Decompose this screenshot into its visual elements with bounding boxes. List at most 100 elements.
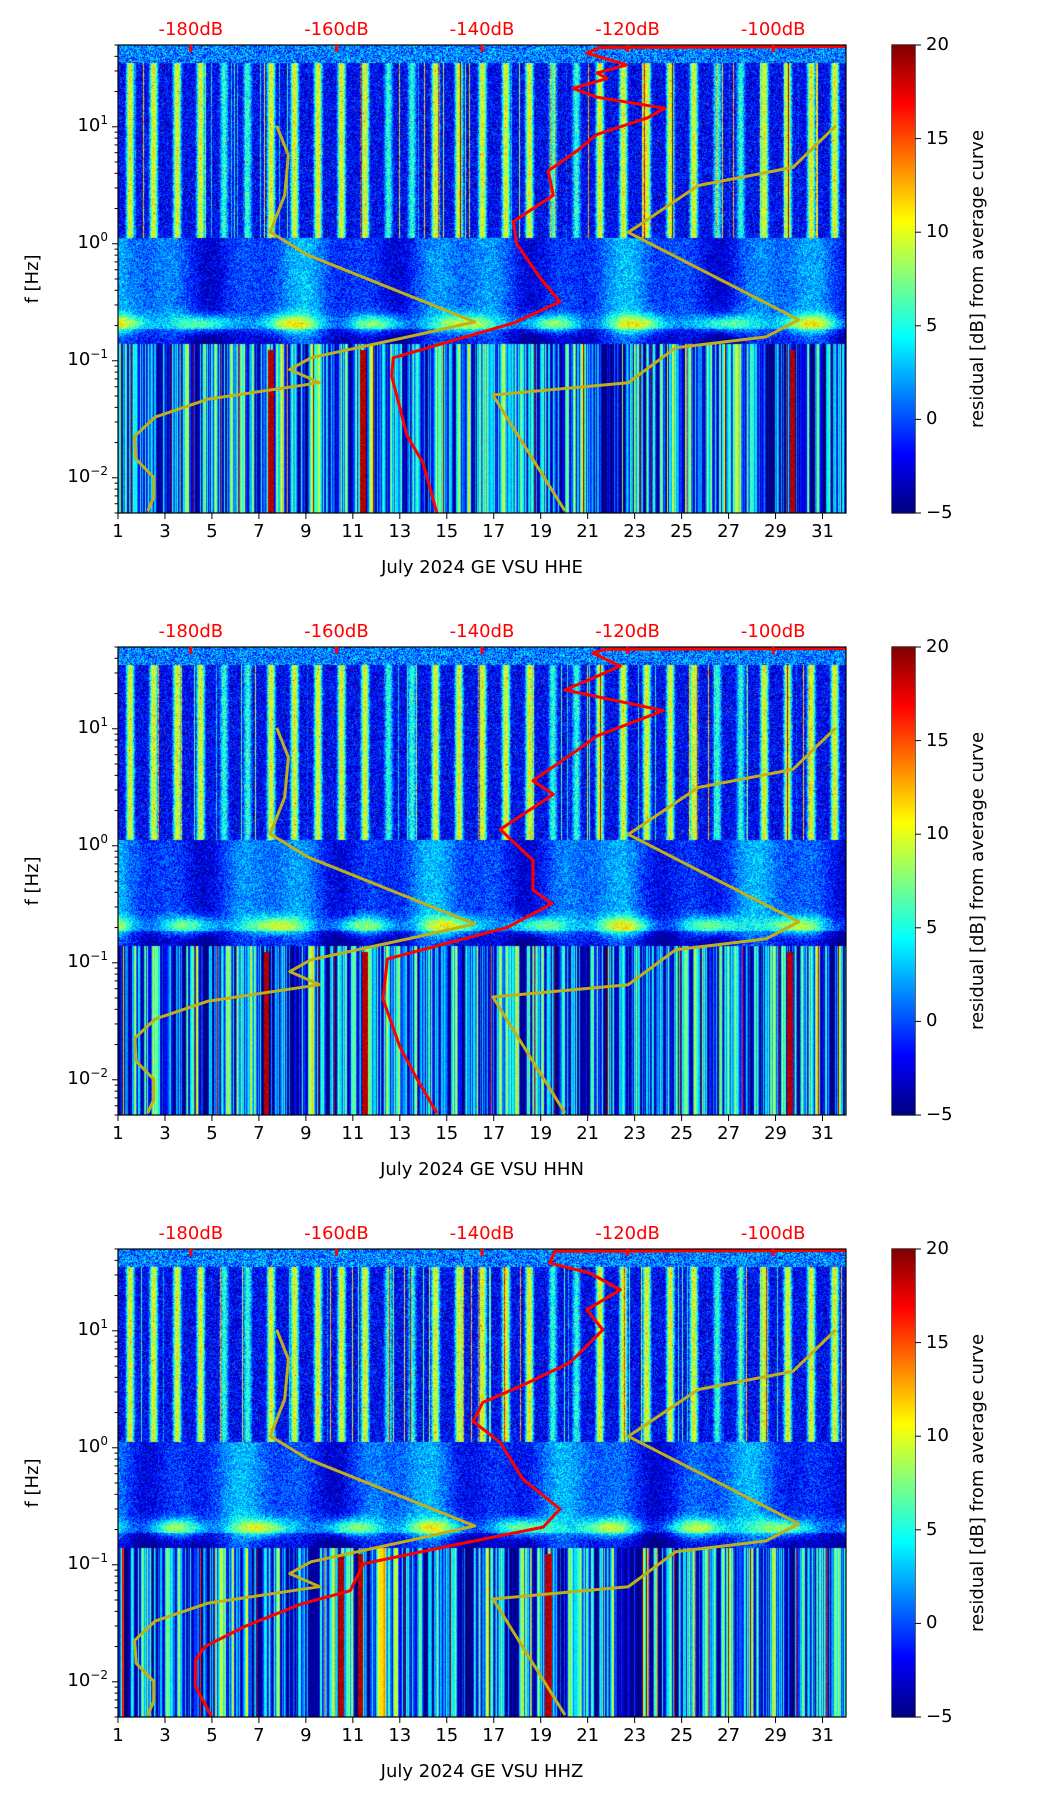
db-tick-label: -180dB <box>158 621 224 642</box>
y-tick-exponent: 0 <box>100 831 108 846</box>
db-tick-label: -160dB <box>304 1223 369 1244</box>
x-tick-label: 31 <box>811 521 834 542</box>
x-tick-label: 1 <box>112 1725 124 1746</box>
x-tick-label: 15 <box>435 521 459 542</box>
x-tick-label: 25 <box>670 521 694 542</box>
x-tick-label: 21 <box>576 1123 600 1144</box>
series-line-nhnm <box>491 124 837 512</box>
colorbar-gradient <box>892 45 915 513</box>
x-tick-label: 29 <box>764 521 787 542</box>
x-tick-label: 5 <box>206 1725 218 1746</box>
y-tick-base: 10 <box>67 1067 91 1089</box>
db-tick-label: -160dB <box>304 621 369 642</box>
x-tick-label: 19 <box>529 521 553 542</box>
x-tick-label: 7 <box>253 521 265 542</box>
colorbar-gradient <box>892 1249 915 1717</box>
x-tick-label: 1 <box>112 1123 124 1144</box>
y-tick-base: 10 <box>67 465 91 487</box>
y-axis-label: f [Hz] <box>22 1458 43 1508</box>
y-tick-exponent: −2 <box>90 1667 108 1682</box>
colorbar-tick-label: 0 <box>926 1612 938 1634</box>
x-tick-label: 23 <box>623 521 647 542</box>
x-tick-label: 27 <box>717 1725 741 1746</box>
y-tick-base: 10 <box>67 1552 91 1574</box>
spectrogram-panel-3: f [Hz] July 2024 GE VSU HHZ residual [dB… <box>0 1204 1052 1806</box>
series-line-average-psd <box>390 45 846 513</box>
colorbar-tick-label: 5 <box>926 1518 938 1540</box>
y-tick-label: 101 <box>48 114 108 136</box>
axes-layer <box>112 646 921 1121</box>
x-tick-label: 15 <box>435 1725 459 1746</box>
y-tick-base: 10 <box>77 716 101 738</box>
curves-layer <box>133 647 846 1114</box>
colorbar-tick-label: −5 <box>926 1104 953 1125</box>
spectrogram-heatmap <box>118 45 846 513</box>
y-tick-label: 100 <box>48 231 108 252</box>
plot-frame <box>117 1248 847 1718</box>
x-tick-label: 7 <box>253 1725 265 1746</box>
spectrogram-panel-1: f [Hz] July 2024 GE VSU HHE residual [dB… <box>0 0 1052 602</box>
colorbar-tick-label: 15 <box>926 127 949 149</box>
y-tick-base: 10 <box>67 348 91 370</box>
db-tick-label: -100dB <box>740 1223 806 1244</box>
x-tick-label: 17 <box>482 1725 506 1746</box>
x-tick-label: 13 <box>388 1123 412 1144</box>
y-tick-base: 10 <box>77 114 101 136</box>
y-tick-exponent: 0 <box>100 229 108 244</box>
x-tick-label: 3 <box>159 1123 171 1144</box>
y-tick-label: 10−2 <box>48 465 108 487</box>
x-tick-label: 31 <box>811 1725 834 1746</box>
y-axis-label: f [Hz] <box>22 856 43 906</box>
y-tick-exponent: 1 <box>100 714 108 729</box>
spectrogram-heatmap <box>118 1249 846 1717</box>
colorbar-tick-label: −5 <box>926 1706 953 1727</box>
y-tick-exponent: 0 <box>100 1433 108 1448</box>
y-tick-label: 101 <box>48 716 108 738</box>
db-tick-label: -140dB <box>449 19 515 40</box>
x-axis-label: July 2024 GE VSU HHN <box>380 1159 584 1180</box>
colorbar-tick-label: 20 <box>926 636 949 657</box>
y-tick-label: 100 <box>48 1435 108 1457</box>
colorbar-label: residual [dB] from average curve <box>967 731 988 1031</box>
y-tick-exponent: −1 <box>90 948 108 963</box>
x-tick-label: 11 <box>341 521 365 542</box>
x-tick-label: 3 <box>159 521 171 542</box>
y-tick-base: 10 <box>67 950 91 972</box>
x-tick-label: 27 <box>717 1123 741 1144</box>
y-tick-label: 10−1 <box>48 1552 108 1574</box>
x-tick-label: 17 <box>482 521 506 542</box>
y-tick-exponent: −1 <box>90 1550 108 1565</box>
x-tick-label: 15 <box>435 1123 459 1144</box>
db-tick-label: -140dB <box>449 621 515 642</box>
colorbar-label: residual [dB] from average curve <box>967 1333 988 1633</box>
db-tick-label: -160dB <box>304 19 369 40</box>
x-tick-label: 9 <box>300 1725 312 1746</box>
colorbar-tick-label: 10 <box>926 823 949 845</box>
series-line-average-psd <box>193 1249 846 1717</box>
y-tick-base: 10 <box>77 1435 101 1457</box>
colorbar-gradient <box>892 647 915 1115</box>
x-tick-label: 21 <box>576 521 600 542</box>
x-tick-label: 25 <box>670 1123 694 1144</box>
x-axis-label: July 2024 GE VSU HHE <box>381 557 583 578</box>
x-tick-label: 9 <box>300 1123 312 1144</box>
y-tick-label: 10−1 <box>48 950 108 972</box>
y-tick-exponent: −2 <box>90 1065 108 1080</box>
db-tick-label: -180dB <box>158 1223 224 1244</box>
x-tick-label: 29 <box>764 1123 787 1144</box>
y-tick-label: 10−2 <box>48 1067 108 1089</box>
colorbar-tick-label: 10 <box>926 1425 949 1447</box>
colorbar-tick-label: 0 <box>926 1010 938 1032</box>
x-tick-label: 11 <box>341 1725 365 1746</box>
colorbar-tick-label: −5 <box>926 502 953 523</box>
colorbar-tick-label: 20 <box>926 34 949 55</box>
x-tick-label: 23 <box>623 1123 647 1144</box>
x-tick-label: 11 <box>341 1123 365 1144</box>
colorbar-tick-label: 15 <box>926 1331 949 1353</box>
db-tick-label: -120dB <box>595 621 660 642</box>
db-tick-label: -180dB <box>158 19 224 40</box>
y-tick-label: 101 <box>48 1318 108 1339</box>
series-line-nhnm <box>491 726 837 1114</box>
y-tick-exponent: −2 <box>90 463 108 478</box>
x-tick-label: 5 <box>206 1123 218 1144</box>
